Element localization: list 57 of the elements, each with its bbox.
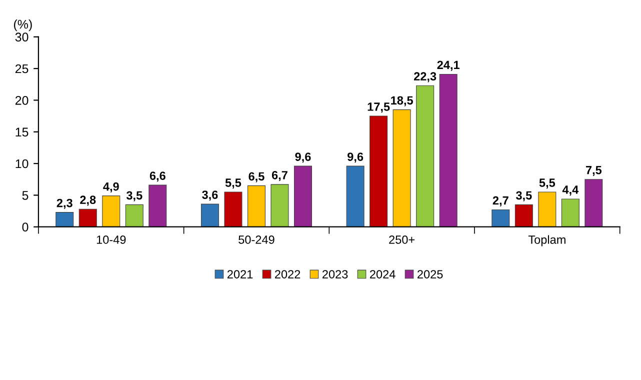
bar	[294, 166, 312, 227]
data-label: 9,6	[295, 152, 311, 163]
data-label: 2,3	[56, 198, 72, 209]
bar	[102, 196, 120, 227]
bar	[270, 184, 289, 227]
bar	[584, 179, 603, 227]
data-label: 24,1	[437, 60, 460, 71]
bar	[200, 204, 219, 227]
y-tick-label: 0	[22, 222, 28, 232]
legend-label: 2021	[228, 270, 253, 278]
bar	[56, 212, 74, 227]
data-label: 3,6	[202, 190, 218, 201]
data-label: 4,4	[562, 186, 579, 196]
legend-label: 2022	[275, 270, 300, 278]
bar	[370, 116, 388, 227]
bar	[247, 185, 266, 227]
data-label: 3,5	[516, 191, 532, 202]
data-label: 3,5	[126, 191, 142, 202]
bar	[492, 209, 510, 227]
bar	[78, 208, 97, 227]
x-tick-label: 10-49	[96, 236, 126, 244]
bar	[148, 184, 167, 227]
bar	[346, 166, 364, 227]
data-label: 2,8	[80, 196, 96, 206]
bar	[416, 85, 434, 227]
y-tick-label: 10	[16, 159, 28, 168]
x-tick-label: Toplam	[528, 235, 566, 246]
data-label: 22,3	[414, 72, 436, 82]
data-label: 9,6	[348, 152, 364, 163]
x-tick-label: 50-249	[238, 236, 274, 244]
bar	[439, 74, 458, 227]
data-label: 18,5	[391, 96, 413, 106]
y-tick-label: 30	[15, 32, 28, 42]
y-tick-label: 25	[15, 64, 28, 74]
legend-label: 2023	[322, 270, 348, 278]
bar	[125, 204, 144, 227]
data-label: 17,5	[368, 102, 390, 113]
data-label: 5,5	[539, 178, 556, 189]
data-label: 2,7	[492, 196, 508, 206]
bar	[538, 192, 556, 227]
legend-label: 2024	[370, 270, 396, 278]
data-label: 5,5	[225, 178, 242, 189]
legend-label: 2025	[418, 270, 443, 278]
y-axis-title: (%)	[14, 20, 32, 32]
data-label: 6,7	[272, 170, 288, 182]
data-label: 6,5	[248, 172, 264, 182]
bar	[392, 109, 411, 227]
y-tick-label: 15	[16, 128, 28, 137]
bar	[224, 192, 242, 227]
data-label: 7,5	[586, 166, 602, 176]
bar	[514, 204, 533, 227]
data-label: 6,6	[150, 172, 166, 182]
y-tick-label: 20	[15, 96, 28, 105]
bar	[561, 198, 580, 227]
y-tick-label: 5	[22, 191, 28, 200]
x-tick-label: 250+	[389, 236, 415, 244]
data-label: 4,9	[103, 182, 119, 192]
